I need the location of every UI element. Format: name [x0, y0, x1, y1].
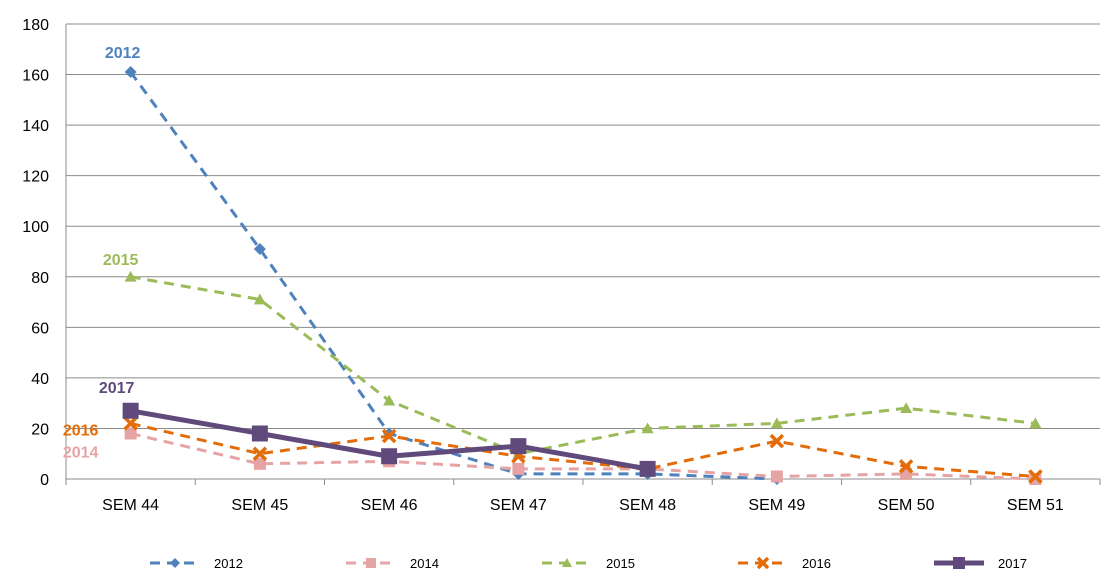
y-tick-label: 160 — [22, 68, 49, 85]
data-point-2015 — [641, 422, 654, 434]
y-tick-label: 180 — [22, 17, 49, 34]
data-point-2014 — [124, 427, 137, 440]
x-tick-label: SEM 50 — [878, 497, 935, 514]
series-line-2016 — [130, 421, 1036, 478]
data-point-2015 — [124, 270, 137, 282]
data-point-2016 — [123, 416, 138, 431]
y-tick-label: 80 — [31, 270, 49, 287]
data-point-2017 — [381, 448, 398, 465]
data-point-2014 — [253, 457, 266, 470]
x-tick-label: SEM 47 — [490, 497, 547, 514]
series-annotation: 2017 — [99, 380, 135, 397]
legend-label: 2012 — [214, 556, 243, 571]
y-tick-label: 0 — [40, 472, 49, 489]
series-annotation: 2014 — [63, 445, 99, 462]
data-point-2016 — [769, 433, 785, 449]
x-tick-label: SEM 48 — [619, 497, 676, 514]
x-tick-label: SEM 45 — [231, 497, 288, 514]
data-point-2017 — [251, 425, 268, 442]
legend-label: 2014 — [410, 556, 439, 571]
data-point-2012 — [253, 242, 266, 255]
series-line-2015 — [130, 275, 1036, 456]
x-tick-label: SEM 51 — [1007, 497, 1064, 514]
data-point-2016 — [252, 446, 268, 461]
x-tick-label: SEM 44 — [102, 497, 159, 514]
legend-label: 2017 — [998, 556, 1027, 571]
series-line-2014 — [130, 432, 1036, 481]
data-point-2014 — [770, 470, 783, 483]
legend-marker-2017 — [953, 557, 965, 569]
y-tick-label: 20 — [31, 421, 49, 438]
data-point-2015 — [900, 402, 913, 414]
data-point-2017 — [510, 438, 527, 455]
x-tick-label: SEM 49 — [748, 497, 805, 514]
y-tick-label: 40 — [31, 371, 49, 388]
data-point-2016 — [898, 459, 914, 474]
data-point-2016 — [1028, 469, 1043, 484]
legend-marker-2015 — [562, 558, 572, 567]
legend-marker-2016 — [756, 556, 770, 570]
x-tick-label: SEM 46 — [361, 497, 418, 514]
legend-label: 2015 — [606, 556, 635, 571]
series-line-2012 — [129, 71, 777, 481]
legend-label: 2016 — [802, 556, 831, 571]
legend-marker-2014 — [366, 558, 376, 568]
data-point-2016 — [381, 428, 397, 444]
data-point-2015 — [770, 417, 783, 429]
y-tick-label: 60 — [31, 320, 49, 337]
data-point-2017 — [122, 402, 139, 419]
data-point-2017 — [639, 460, 656, 477]
data-point-2015 — [253, 293, 266, 305]
data-point-2012 — [124, 66, 137, 79]
data-point-2015 — [1029, 417, 1042, 429]
legend-marker-2012 — [170, 558, 180, 568]
y-tick-label: 140 — [22, 118, 49, 135]
series-annotation: 2015 — [103, 252, 139, 269]
y-tick-label: 120 — [22, 169, 49, 186]
series-annotation: 2016 — [63, 422, 99, 439]
series-annotation: 2012 — [105, 45, 141, 62]
data-point-2015 — [383, 394, 396, 406]
y-tick-label: 100 — [22, 219, 49, 236]
data-point-2014 — [1029, 473, 1042, 485]
data-point-2014 — [512, 462, 525, 475]
